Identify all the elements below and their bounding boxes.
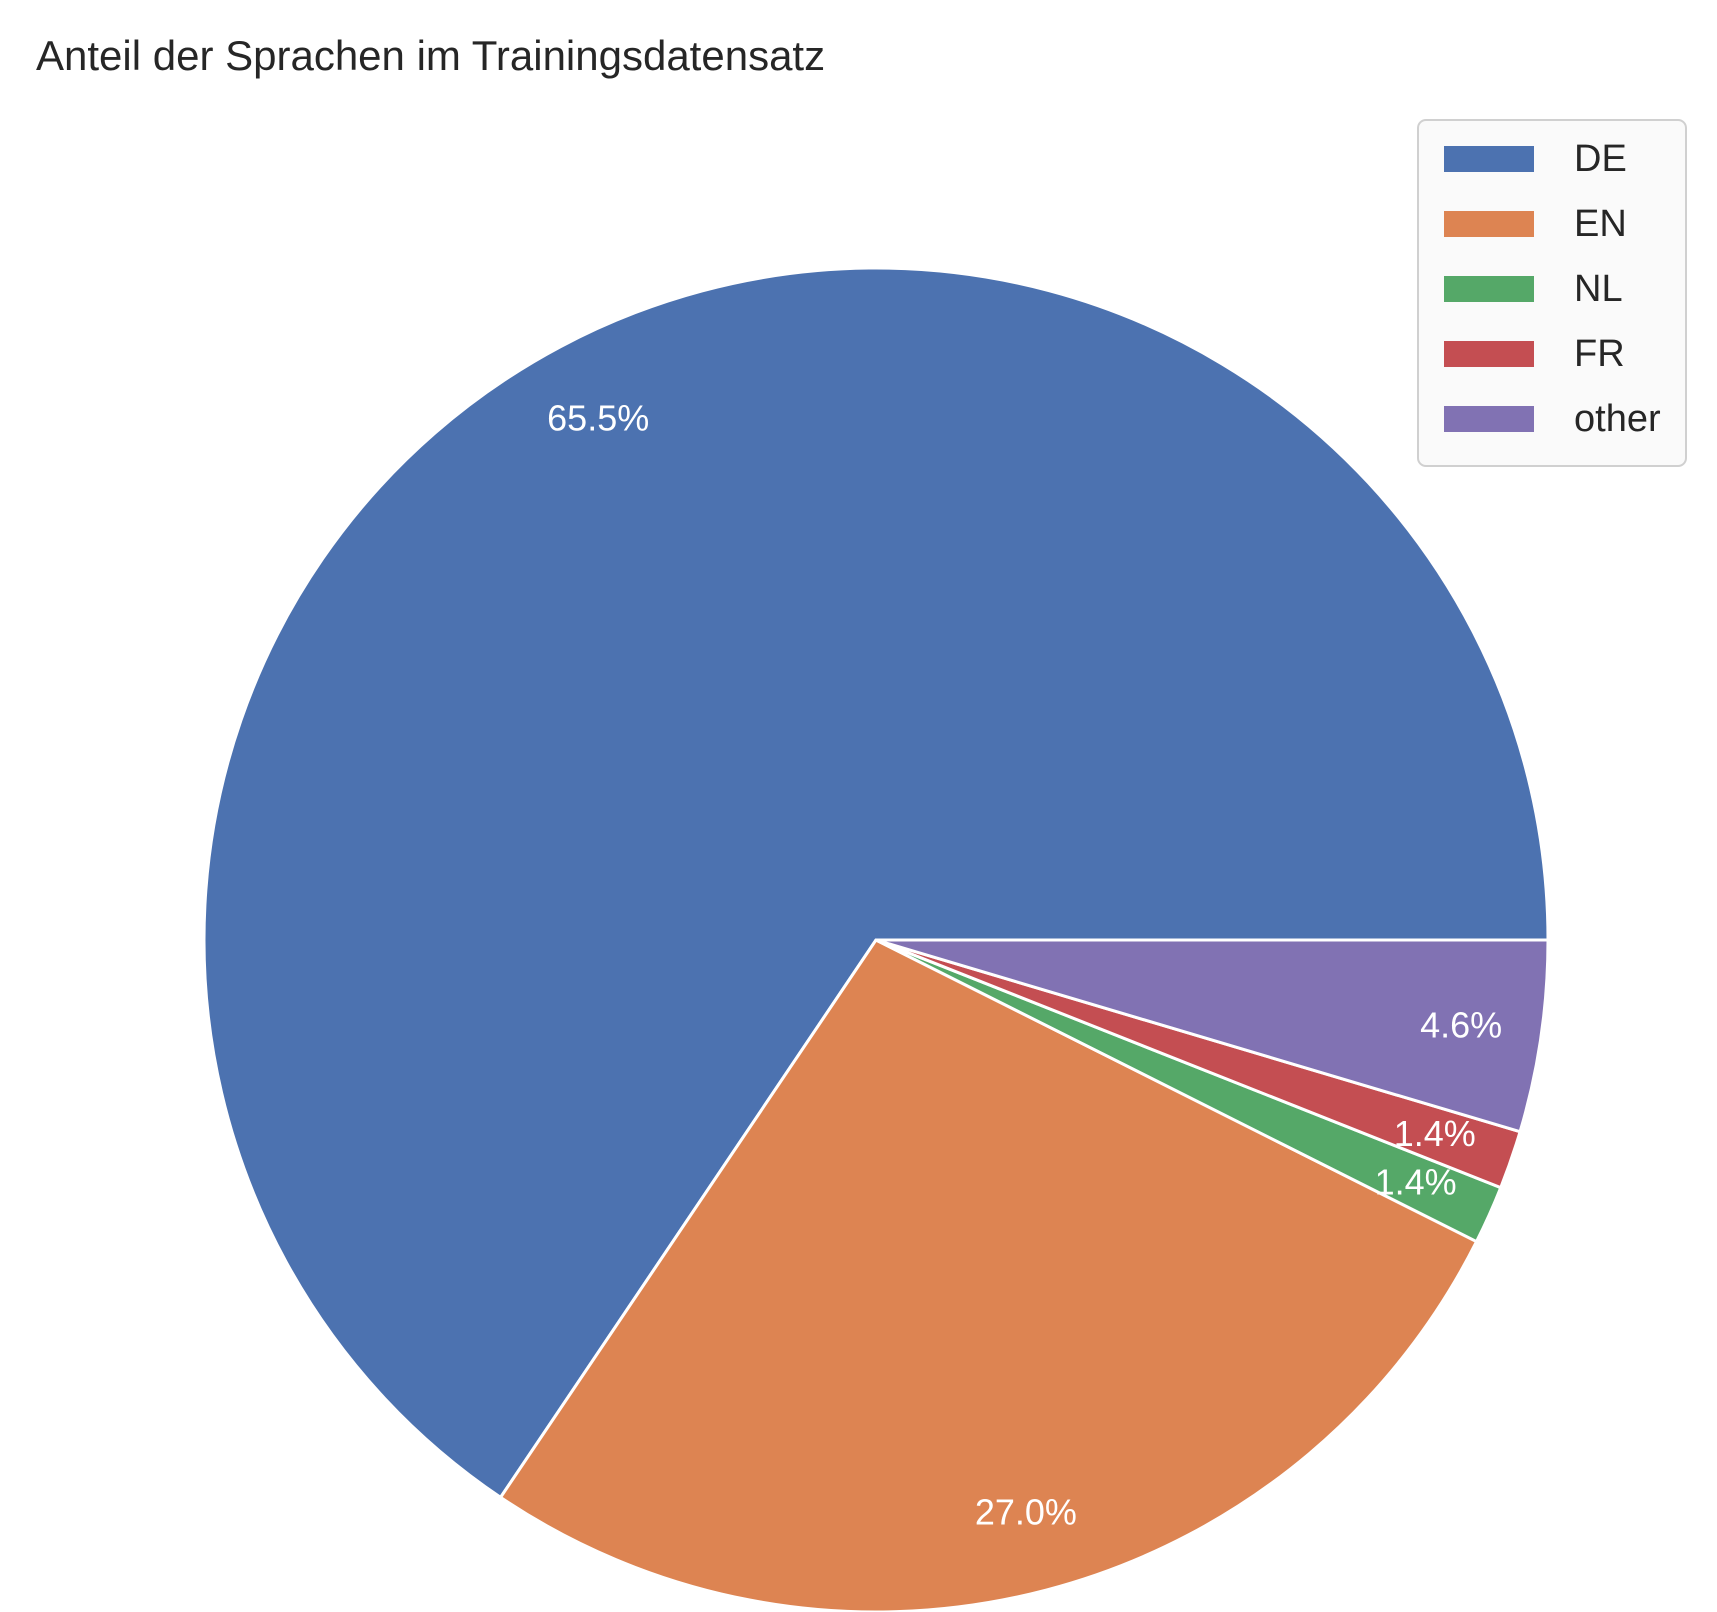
legend-swatch-other: [1444, 406, 1534, 432]
pie-slice-de: [202, 266, 1550, 1499]
pie-slice-label-de: 65.5%: [547, 397, 649, 438]
legend-label-de: DE: [1574, 138, 1627, 180]
legend-swatch-fr: [1444, 341, 1534, 367]
pie-slices: [202, 266, 1550, 1612]
pie-slice-label-other: 4.6%: [1420, 1005, 1502, 1046]
pie-slice-label-nl: 1.4%: [1375, 1161, 1457, 1202]
legend: DE EN NL FR other: [1417, 119, 1687, 467]
legend-swatch-en: [1444, 211, 1534, 237]
pie-slice-label-en: 27.0%: [975, 1492, 1077, 1533]
legend-frame: [1417, 119, 1687, 467]
legend-label-nl: NL: [1574, 268, 1623, 310]
legend-swatch-nl: [1444, 276, 1534, 302]
legend-swatch-de: [1444, 146, 1534, 172]
legend-label-en: EN: [1574, 203, 1627, 245]
chart-title: Anteil der Sprachen im Trainingsdatensat…: [36, 32, 825, 79]
legend-label-other: other: [1574, 398, 1661, 440]
legend-label-fr: FR: [1574, 333, 1625, 375]
pie-slice-labels: 65.5% 27.0% 1.4% 1.4% 4.6%: [547, 397, 1502, 1532]
pie-slice-label-fr: 1.4%: [1394, 1113, 1476, 1154]
pie-slice-other: [874, 938, 1550, 1134]
pie-slice-en: [499, 938, 1479, 1612]
